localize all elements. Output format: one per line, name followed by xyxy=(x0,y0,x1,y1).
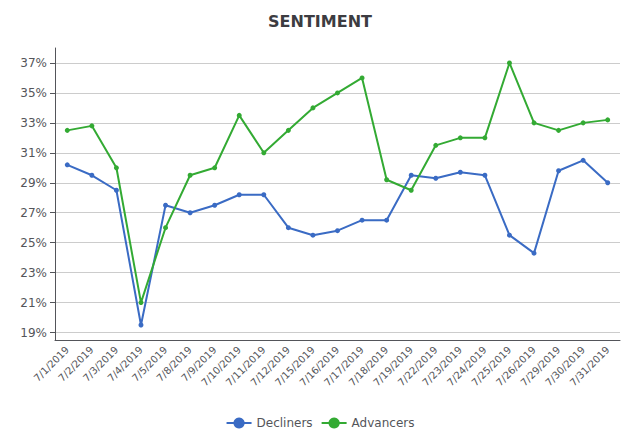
svg-text:27%: 27% xyxy=(20,206,47,220)
svg-text:7/17/2019: 7/17/2019 xyxy=(322,344,366,389)
svg-text:7/26/2019: 7/26/2019 xyxy=(493,344,538,389)
svg-text:23%: 23% xyxy=(20,266,47,280)
svg-text:SENTIMENT: SENTIMENT xyxy=(268,12,372,31)
svg-text:7/24/2019: 7/24/2019 xyxy=(444,344,489,389)
svg-text:21%: 21% xyxy=(20,296,47,310)
svg-text:7/16/2019: 7/16/2019 xyxy=(297,344,342,389)
svg-text:25%: 25% xyxy=(20,236,47,250)
svg-text:7/12/2019: 7/12/2019 xyxy=(248,344,293,389)
svg-text:35%: 35% xyxy=(20,86,47,100)
svg-text:7/22/2019: 7/22/2019 xyxy=(395,344,440,389)
svg-text:31%: 31% xyxy=(20,146,47,160)
svg-text:7/29/2019: 7/29/2019 xyxy=(518,344,563,389)
svg-text:7/30/2019: 7/30/2019 xyxy=(543,344,587,389)
svg-text:7/10/2019: 7/10/2019 xyxy=(199,344,244,389)
svg-text:7/19/2019: 7/19/2019 xyxy=(371,344,416,389)
svg-text:Advancers: Advancers xyxy=(352,416,415,430)
svg-text:7/15/2019: 7/15/2019 xyxy=(272,344,317,389)
svg-text:7/23/2019: 7/23/2019 xyxy=(420,344,465,389)
svg-text:7/18/2019: 7/18/2019 xyxy=(346,344,391,389)
svg-text:19%: 19% xyxy=(20,326,47,340)
svg-text:7/2/2019: 7/2/2019 xyxy=(56,344,96,384)
svg-text:7/5/2019: 7/5/2019 xyxy=(129,344,170,384)
svg-text:7/31/2019: 7/31/2019 xyxy=(568,344,612,388)
svg-text:7/1/2019: 7/1/2019 xyxy=(31,344,72,384)
svg-text:7/11/2019: 7/11/2019 xyxy=(223,344,268,389)
svg-text:7/4/2019: 7/4/2019 xyxy=(105,344,145,384)
svg-text:7/8/2019: 7/8/2019 xyxy=(154,344,194,384)
svg-text:7/9/2019: 7/9/2019 xyxy=(179,344,219,384)
svg-text:29%: 29% xyxy=(20,176,47,190)
svg-text:7/25/2019: 7/25/2019 xyxy=(469,344,514,389)
svg-text:Decliners: Decliners xyxy=(257,416,313,430)
svg-text:33%: 33% xyxy=(20,116,47,130)
svg-text:37%: 37% xyxy=(20,56,47,70)
svg-text:7/3/2019: 7/3/2019 xyxy=(80,344,121,384)
